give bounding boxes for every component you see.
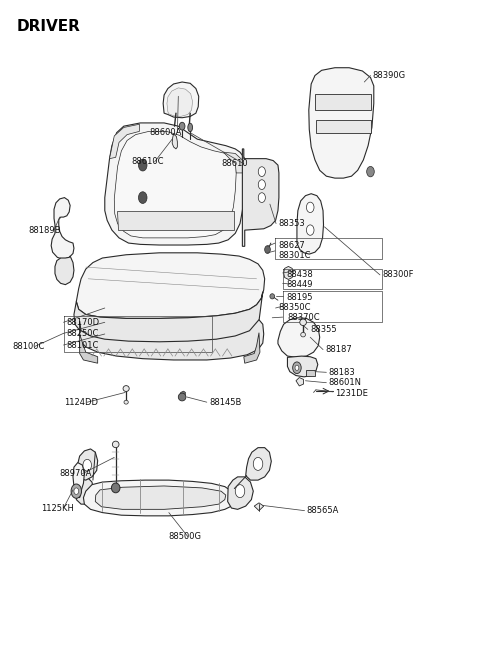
Ellipse shape (138, 159, 147, 171)
Polygon shape (306, 369, 315, 376)
Ellipse shape (293, 362, 301, 373)
Polygon shape (242, 149, 279, 246)
Ellipse shape (179, 122, 185, 130)
Text: 1124DD: 1124DD (64, 398, 98, 407)
Polygon shape (228, 477, 253, 510)
Ellipse shape (270, 293, 275, 299)
Text: 88438: 88438 (287, 271, 313, 280)
Ellipse shape (295, 365, 299, 370)
Ellipse shape (367, 166, 374, 177)
Ellipse shape (123, 386, 129, 392)
Text: 88449: 88449 (287, 280, 313, 289)
Polygon shape (315, 94, 371, 110)
Polygon shape (74, 291, 263, 343)
Text: 88601N: 88601N (328, 378, 361, 387)
Polygon shape (179, 391, 185, 400)
Text: 88145B: 88145B (209, 398, 241, 407)
Ellipse shape (306, 225, 314, 235)
Polygon shape (246, 447, 271, 480)
Ellipse shape (138, 192, 147, 204)
Polygon shape (223, 152, 244, 173)
Text: 88301C: 88301C (278, 251, 311, 260)
Polygon shape (172, 134, 178, 149)
Polygon shape (51, 198, 74, 259)
Text: 1231DE: 1231DE (335, 388, 368, 398)
Ellipse shape (74, 488, 79, 495)
Text: 88970A: 88970A (60, 469, 92, 478)
Polygon shape (80, 320, 264, 360)
Polygon shape (78, 449, 97, 480)
Text: 88195: 88195 (287, 293, 313, 302)
Polygon shape (163, 82, 199, 118)
Text: 88250C: 88250C (67, 329, 99, 338)
Ellipse shape (264, 246, 270, 253)
Polygon shape (96, 486, 226, 510)
Polygon shape (254, 503, 264, 511)
Ellipse shape (253, 457, 263, 470)
Polygon shape (284, 267, 293, 280)
Ellipse shape (111, 483, 120, 493)
Text: 88610: 88610 (221, 159, 248, 168)
Ellipse shape (83, 459, 92, 471)
Text: 88101C: 88101C (67, 341, 99, 350)
Polygon shape (316, 120, 371, 133)
Polygon shape (309, 67, 374, 178)
Polygon shape (84, 480, 234, 516)
Polygon shape (105, 123, 245, 245)
Ellipse shape (258, 193, 265, 202)
Polygon shape (167, 88, 192, 117)
Ellipse shape (306, 202, 314, 213)
Ellipse shape (301, 332, 305, 337)
Polygon shape (109, 124, 139, 159)
Ellipse shape (179, 393, 186, 401)
Text: 88627: 88627 (278, 240, 305, 250)
Polygon shape (278, 318, 320, 358)
Text: 88390G: 88390G (373, 71, 406, 80)
Text: 88300F: 88300F (383, 271, 414, 280)
Text: 88355: 88355 (310, 325, 337, 334)
Ellipse shape (124, 400, 128, 404)
Text: 88500G: 88500G (169, 532, 202, 541)
Polygon shape (296, 377, 303, 386)
Text: 1125KH: 1125KH (41, 504, 73, 513)
Text: 88350C: 88350C (278, 303, 311, 312)
Polygon shape (288, 356, 318, 377)
Polygon shape (114, 132, 236, 238)
Text: 88353: 88353 (278, 219, 305, 228)
Polygon shape (76, 253, 264, 318)
Polygon shape (73, 462, 84, 498)
Ellipse shape (235, 485, 245, 498)
Ellipse shape (258, 167, 265, 176)
Text: 88610C: 88610C (131, 157, 163, 166)
Text: 88189B: 88189B (29, 225, 61, 234)
Ellipse shape (300, 319, 306, 326)
Ellipse shape (188, 123, 192, 132)
Text: DRIVER: DRIVER (17, 19, 81, 34)
Text: 88170D: 88170D (67, 318, 100, 327)
Text: 88565A: 88565A (306, 506, 339, 515)
Text: 88600A: 88600A (150, 128, 182, 137)
Text: 88370C: 88370C (288, 312, 320, 322)
Text: 88100C: 88100C (12, 342, 45, 351)
Ellipse shape (258, 179, 265, 189)
Polygon shape (80, 334, 97, 364)
Polygon shape (117, 211, 234, 230)
Text: 88183: 88183 (328, 368, 355, 377)
Polygon shape (244, 333, 260, 364)
Ellipse shape (112, 441, 119, 447)
Text: 88187: 88187 (325, 345, 352, 354)
Polygon shape (76, 478, 94, 504)
Polygon shape (55, 256, 74, 285)
Polygon shape (297, 194, 324, 254)
Ellipse shape (71, 484, 82, 498)
